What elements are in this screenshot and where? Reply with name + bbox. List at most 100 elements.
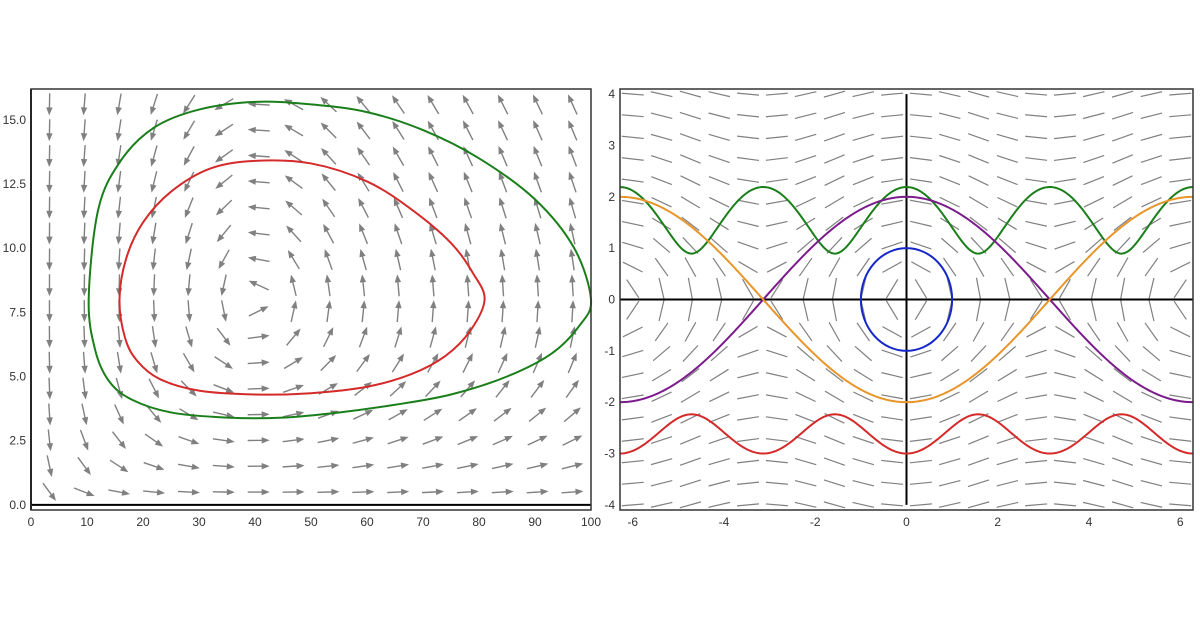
slope-segment — [1144, 322, 1159, 342]
field-arrow — [456, 488, 479, 496]
field-arrow — [568, 120, 578, 141]
slope-segment — [794, 458, 817, 466]
field-arrow — [561, 488, 584, 496]
left-y-tick-label: 15.0 — [3, 113, 27, 127]
field-arrow — [79, 429, 89, 451]
slope-segment — [881, 416, 904, 421]
field-arrow — [81, 248, 88, 271]
slope-segment — [1054, 394, 1076, 400]
slope-segment — [1053, 481, 1076, 485]
slope-segment — [650, 480, 673, 487]
field-arrow — [424, 380, 441, 398]
slope-segment — [998, 345, 1017, 362]
slope-segment — [737, 459, 760, 464]
slope-segment — [881, 220, 903, 227]
slope-segment — [716, 277, 723, 300]
field-arrow — [565, 379, 579, 399]
left-y-tick-label: 7.5 — [9, 305, 26, 319]
slope-segment — [1169, 372, 1192, 379]
field-arrow — [212, 437, 235, 444]
slope-segment — [969, 368, 988, 383]
left-x-tick-label: 90 — [528, 515, 542, 529]
field-arrow — [391, 353, 404, 373]
slope-segment — [1053, 92, 1076, 96]
slope-segment — [794, 112, 817, 120]
field-arrow — [151, 325, 158, 348]
slope-segment — [1058, 278, 1071, 299]
slope-segment — [1112, 133, 1134, 142]
predator-prey-phase-plot: 0 10 20 30 40 50 60 70 80 90 100 0.0 2.5 5.0 7.5 10.0 1… — [3, 88, 601, 529]
right-x-tick-label: 6 — [1177, 515, 1184, 529]
slope-segment — [1169, 481, 1192, 485]
slope-segment — [765, 416, 788, 421]
field-arrow — [80, 196, 88, 219]
slope-segment — [626, 300, 640, 320]
field-arrow — [46, 403, 53, 426]
slope-segment — [909, 92, 932, 96]
slope-segment — [910, 349, 932, 358]
slope-segment — [854, 345, 872, 362]
field-arrow — [46, 145, 53, 168]
slope-segment — [972, 322, 985, 342]
slope-segment — [621, 92, 644, 96]
right-x-tick-label: -4 — [719, 515, 730, 529]
field-arrow — [177, 488, 200, 496]
field-arrow — [247, 411, 270, 418]
right-x-tick-label: 2 — [994, 515, 1001, 529]
slope-segment — [939, 176, 961, 186]
field-arrow — [143, 489, 166, 496]
slope-segment — [650, 155, 673, 163]
slope-segment — [882, 326, 903, 338]
slope-segment — [1083, 413, 1105, 424]
slope-segment — [967, 90, 990, 98]
slope-segment — [621, 220, 644, 227]
right-slope-field — [621, 90, 1192, 509]
field-arrow — [148, 378, 160, 399]
slope-segment — [1112, 390, 1133, 403]
field-arrow — [46, 196, 53, 219]
slope-segment — [1053, 437, 1076, 443]
slope-segment — [910, 241, 932, 250]
right-y-tick-label: 2 — [608, 190, 615, 204]
slope-segment — [854, 237, 872, 254]
field-arrow — [247, 437, 270, 444]
slope-segment — [1025, 241, 1047, 250]
slope-segment — [1004, 277, 1011, 300]
slope-segment — [1083, 196, 1104, 208]
slope-segment — [802, 299, 809, 322]
field-arrow — [283, 357, 303, 370]
slope-segment — [909, 394, 932, 400]
slope-segment — [1083, 457, 1105, 466]
field-arrow — [317, 462, 340, 470]
slope-segment — [794, 479, 817, 487]
field-arrow — [247, 204, 270, 211]
field-arrow — [247, 255, 270, 263]
slope-segment — [826, 237, 843, 254]
slope-segment — [650, 458, 673, 466]
slope-segment — [910, 372, 932, 379]
field-arrow — [185, 274, 192, 297]
slope-segment — [737, 156, 760, 162]
field-arrow — [322, 198, 336, 218]
field-arrow — [146, 405, 162, 423]
slope-segment — [970, 345, 987, 362]
slope-segment — [795, 176, 817, 186]
field-arrow — [428, 171, 439, 193]
field-arrow — [320, 354, 337, 372]
field-arrow — [499, 274, 506, 297]
slope-segment — [996, 458, 1019, 466]
field-arrow — [358, 326, 368, 348]
field-arrow — [388, 409, 408, 421]
field-arrow — [212, 463, 235, 470]
slope-segment — [881, 349, 903, 358]
field-arrow — [498, 145, 508, 167]
slope-segment — [1169, 438, 1192, 442]
slope-segment — [881, 503, 904, 507]
slope-segment — [1111, 501, 1134, 509]
slope-segment — [1054, 241, 1076, 250]
field-arrow — [46, 351, 53, 374]
field-arrow — [42, 482, 56, 501]
left-x-tick-label: 50 — [304, 515, 318, 529]
field-arrow — [430, 300, 437, 323]
field-arrow — [498, 222, 507, 245]
